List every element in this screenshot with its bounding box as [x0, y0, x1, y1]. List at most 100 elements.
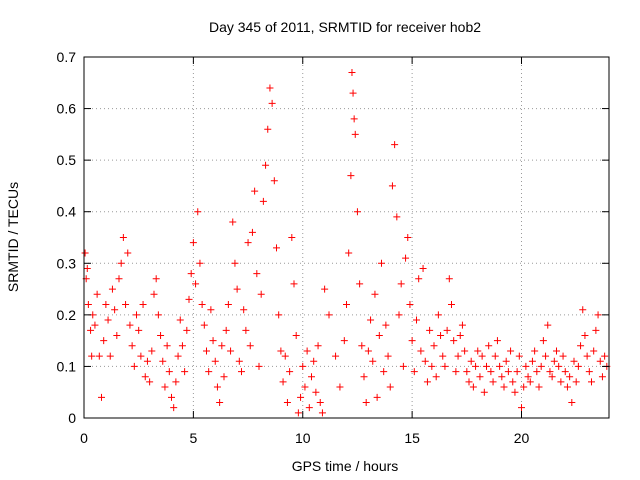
data-point: [312, 388, 320, 396]
data-point: [146, 378, 154, 386]
data-point: [189, 239, 197, 247]
data-point: [104, 316, 112, 324]
data-point: [434, 311, 442, 319]
data-point: [509, 378, 517, 386]
data-point: [216, 399, 224, 407]
data-point: [170, 404, 178, 412]
plot-frame: [83, 56, 610, 419]
data-point: [275, 311, 283, 319]
data-point: [229, 218, 237, 226]
data-point: [544, 321, 552, 329]
data-point: [340, 337, 348, 345]
data-point: [95, 352, 103, 360]
data-point: [231, 259, 239, 267]
data-point: [583, 352, 591, 360]
data-point: [288, 234, 296, 241]
data-point: [489, 378, 497, 386]
data-point: [351, 130, 359, 138]
x-tick-label: 10: [295, 430, 311, 446]
data-point: [161, 383, 169, 391]
data-point: [380, 368, 388, 376]
data-point: [592, 326, 600, 334]
data-point: [402, 254, 410, 262]
data-point: [224, 301, 232, 309]
data-point: [526, 378, 534, 386]
data-point: [233, 285, 241, 293]
y-axis-label: SRMTID / TECUs: [5, 182, 21, 292]
data-point: [174, 352, 182, 360]
data-point: [491, 352, 499, 360]
data-point: [213, 383, 221, 391]
data-point: [371, 290, 379, 298]
data-point: [262, 161, 270, 169]
data-point: [253, 270, 261, 278]
data-point: [255, 362, 263, 370]
data-point: [279, 378, 287, 386]
data-point: [452, 368, 460, 376]
data-point: [264, 125, 272, 133]
data-point: [348, 68, 356, 76]
data-point: [485, 342, 493, 350]
data-point: [172, 378, 180, 386]
data-point: [456, 331, 464, 339]
data-point: [148, 347, 156, 355]
data-point: [248, 228, 256, 236]
data-point: [504, 368, 512, 376]
data-point: [397, 280, 405, 288]
data-point: [559, 352, 567, 360]
data-point: [588, 378, 595, 386]
data-point: [343, 301, 350, 309]
data-point: [305, 404, 313, 412]
data-point: [163, 342, 171, 350]
data-point: [218, 342, 226, 350]
data-points: [81, 68, 611, 417]
data-point: [203, 347, 210, 355]
data-point: [128, 342, 136, 350]
data-point: [577, 342, 585, 350]
data-point: [98, 393, 105, 401]
data-point: [222, 326, 230, 334]
data-point: [270, 177, 278, 185]
data-point: [480, 388, 488, 396]
data-point: [568, 399, 576, 407]
data-point: [292, 331, 300, 339]
data-point: [332, 352, 340, 360]
data-point: [165, 368, 173, 376]
data-point: [478, 352, 486, 360]
data-point: [336, 383, 344, 391]
data-point: [349, 89, 357, 97]
data-point: [428, 362, 436, 370]
data-point: [115, 275, 123, 283]
data-point: [391, 141, 399, 149]
y-tick-label: 0.5: [57, 152, 77, 168]
data-point: [93, 290, 101, 298]
data-point: [159, 357, 167, 365]
data-point: [487, 368, 495, 376]
data-point: [81, 249, 89, 257]
data-point: [367, 316, 375, 324]
data-point: [378, 259, 385, 267]
data-point: [555, 362, 563, 370]
data-point: [133, 311, 140, 319]
data-point: [524, 373, 532, 381]
data-point: [594, 311, 602, 319]
y-tick-label: 0.3: [57, 255, 77, 271]
data-point: [178, 342, 186, 350]
data-point: [192, 280, 200, 288]
data-point: [119, 234, 127, 241]
data-point: [137, 352, 145, 360]
data-point: [450, 337, 458, 345]
data-point: [520, 383, 528, 391]
data-point: [238, 368, 245, 376]
data-point: [345, 249, 353, 257]
data-point: [415, 275, 423, 283]
data-point: [382, 321, 390, 329]
data-point: [373, 393, 381, 401]
data-point: [364, 347, 372, 355]
data-point: [500, 383, 508, 391]
data-point: [535, 383, 543, 391]
data-point: [426, 326, 434, 334]
data-point: [240, 306, 248, 314]
x-axis-label: GPS time / hours: [292, 458, 399, 474]
data-point: [598, 373, 606, 381]
